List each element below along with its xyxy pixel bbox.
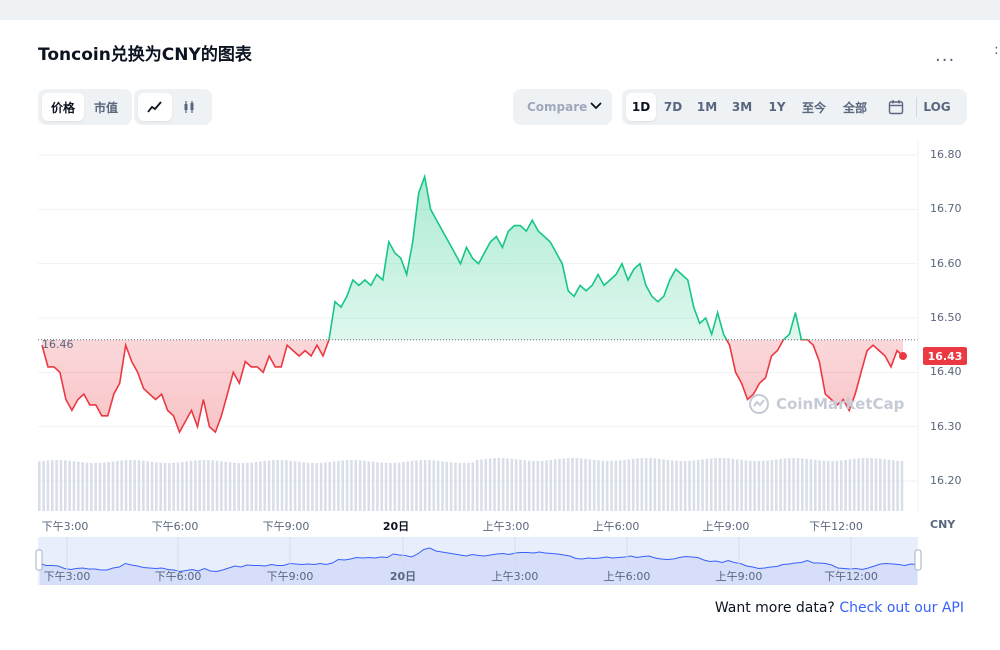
navigator-tick-label: 下午12:00 [824,570,878,583]
navigator-tick-label: 上午9:00 [715,570,763,583]
currency-label: CNY [930,518,956,531]
navigator-tick-label: 上午6:00 [603,570,651,583]
top-strip [0,0,1000,20]
y-tick-label: 16.80 [930,148,962,161]
x-tick-label: 下午9:00 [262,520,310,533]
y-tick-label: 16.50 [930,311,962,324]
range-1y-button[interactable]: 1Y [768,100,786,114]
range-selector: 1D 7D 1M 3M 1Y 至今 全部 LOG [622,89,967,125]
navigator-tick-label: 下午9:00 [266,570,314,583]
divider [916,97,917,117]
calendar-icon [888,100,904,115]
date-range-button[interactable] [876,93,916,121]
footer: Want more data? Check out our API [715,600,964,616]
api-link[interactable]: Check out our API [839,600,964,616]
x-tick-label: 下午12:00 [809,520,863,533]
range-3m-button[interactable]: 3M [731,100,753,114]
x-tick-label: 下午3:00 [41,520,89,533]
navigator-tick-label: 下午3:00 [43,570,91,583]
range-7d-button[interactable]: 7D [663,100,683,114]
metric-toggle: 价格 市值 [38,89,132,125]
y-tick-label: 16.70 [930,202,962,216]
log-scale-button[interactable]: LOG [923,100,951,114]
x-tick-label: 20日 [382,520,410,533]
compare-label: Compare [527,100,588,114]
y-tick-label: 16.60 [930,256,962,270]
x-tick-label: 上午6:00 [592,520,640,533]
market-cap-tab[interactable]: 市值 [93,100,118,115]
chevron-down-icon [590,102,602,110]
reference-price-label: 16.46 [42,338,74,351]
current-price-badge: 16.43 [923,347,967,365]
more-options-button[interactable]: ... [935,45,956,66]
navigator-tick-label: 上午3:00 [491,570,539,583]
candlestick-icon [184,101,194,113]
footer-text: Want more data? [714,600,835,616]
coinmarketcap-logo-icon [749,394,769,414]
chart-style-toggle [134,89,212,125]
edge-fragment: : [994,42,999,58]
navigator-tick-label: 20日 [389,570,417,583]
range-1m-button[interactable]: 1M [696,100,718,114]
range-1d-button[interactable]: 1D [626,93,656,121]
price-tab[interactable]: 价格 [42,93,84,121]
page-title: Toncoin兑换为CNY的图表 [38,45,252,65]
x-tick-label: 下午6:00 [151,520,199,533]
line-chart-button[interactable] [138,93,172,121]
line-chart-icon [147,101,162,113]
compare-dropdown[interactable]: Compare [513,89,612,125]
x-tick-label: 上午9:00 [702,520,750,533]
x-tick-label: 上午3:00 [482,520,530,533]
y-tick-label: 16.20 [930,474,962,487]
range-all-button[interactable]: 全部 [842,100,867,115]
watermark: CoinMarketCap [748,393,904,415]
navigator-tick-label: 下午6:00 [154,570,202,583]
candlestick-button[interactable] [172,93,206,121]
range-ytd-button[interactable]: 至今 [801,100,826,115]
y-tick-label: 16.30 [930,419,962,433]
y-tick-label: 16.40 [930,365,962,379]
watermark-text: CoinMarketCap [776,395,905,413]
